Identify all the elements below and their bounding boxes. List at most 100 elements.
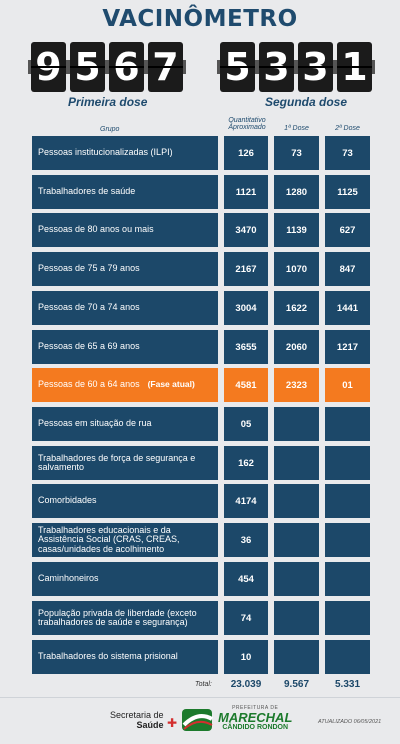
row-group: Pessoas em situação de rua <box>32 407 218 441</box>
row-dose2: 847 <box>325 252 370 286</box>
row-group: Pessoas de 65 a 69 anos <box>32 330 218 364</box>
column-header-dose2: 2ª Dose <box>335 125 360 132</box>
row-dose1: 1280 <box>274 175 319 209</box>
second-dose-counter: 5 3 3 1 <box>217 42 375 92</box>
city-name-line2: CÂNDIDO RONDON <box>222 724 289 731</box>
secretaria-line1: Secretaria de <box>110 710 164 720</box>
row-group: Pessoas de 75 a 79 anos <box>32 252 218 286</box>
row-group-label: Caminhoneiros <box>38 573 99 584</box>
row-group: Pessoas de 70 a 74 anos <box>32 291 218 325</box>
row-group-label: Pessoas de 60 a 64 anos <box>38 379 140 390</box>
row-group-label: Trabalhadores de força de segurança e sa… <box>38 452 196 472</box>
row-quantity: 3004 <box>224 291 268 325</box>
row-dose2 <box>325 562 370 596</box>
row-group-label: Pessoas de 80 anos ou mais <box>38 224 154 235</box>
first-dose-label: Primeira dose <box>68 95 148 109</box>
row-dose1: 1070 <box>274 252 319 286</box>
row-dose1: 2060 <box>274 330 319 364</box>
row-quantity: 126 <box>224 136 268 170</box>
counter-digit: 1 <box>334 42 375 92</box>
prefeitura-label: PREFEITURA DE <box>232 705 279 711</box>
first-dose-counter: 9 5 6 7 <box>28 42 186 92</box>
row-group: Pessoas de 80 anos ou mais <box>32 213 218 247</box>
row-group: Pessoas institucionalizadas (ILPI) <box>32 136 218 170</box>
prefeitura-logo-icon <box>182 709 213 731</box>
row-dose1: 1139 <box>274 213 319 247</box>
row-quantity: 4581 <box>224 368 268 402</box>
row-quantity: 10 <box>224 640 268 674</box>
column-header-dose1: 1ª Dose <box>284 125 309 132</box>
row-group: Trabalhadores educacionais e da Assistên… <box>32 523 218 557</box>
row-group-label: População privada de liberdade (exceto t… <box>38 607 197 627</box>
row-dose1 <box>274 407 319 441</box>
row-group-label: Trabalhadores de saúde <box>38 186 136 197</box>
row-group: Trabalhadores de saúde <box>32 175 218 209</box>
row-group-label: Trabalhadores do sistema prisional <box>38 651 178 662</box>
row-dose1: 1622 <box>274 291 319 325</box>
row-dose2: 1217 <box>325 330 370 364</box>
row-quantity: 162 <box>224 446 268 480</box>
counter-digit: 7 <box>145 42 186 92</box>
row-group-label: Pessoas de 65 a 69 anos <box>38 341 140 352</box>
row-dose2: 73 <box>325 136 370 170</box>
secretaria-saude-label: Secretaria de Saúde <box>110 710 164 730</box>
row-group-label: Pessoas de 70 a 74 anos <box>38 302 140 313</box>
row-group-label: Pessoas de 75 a 79 anos <box>38 263 140 274</box>
row-dose1 <box>274 601 319 635</box>
prefeitura-name: PREFEITURA DE MARECHAL CÂNDIDO RONDON <box>218 705 292 732</box>
city-name-line1: MARECHAL <box>218 710 293 725</box>
row-dose1 <box>274 484 319 518</box>
row-quantity: 4174 <box>224 484 268 518</box>
row-quantity: 74 <box>224 601 268 635</box>
row-group-label: Trabalhadores educacionais e da Assistên… <box>38 524 180 554</box>
row-dose2: 01 <box>325 368 370 402</box>
row-dose1 <box>274 640 319 674</box>
health-cross-icon: ✚ <box>167 716 178 730</box>
row-group: Trabalhadores de força de segurança e sa… <box>32 446 218 480</box>
row-quantity: 2167 <box>224 252 268 286</box>
row-dose2 <box>325 446 370 480</box>
row-dose1 <box>274 562 319 596</box>
column-header-group: Grupo <box>100 126 120 133</box>
row-group: Caminhoneiros <box>32 562 218 596</box>
row-quantity: 3655 <box>224 330 268 364</box>
row-dose1 <box>274 523 319 557</box>
row-quantity: 36 <box>224 523 268 557</box>
row-dose1: 2323 <box>274 368 319 402</box>
row-dose2 <box>325 407 370 441</box>
row-dose2 <box>325 640 370 674</box>
row-quantity: 1121 <box>224 175 268 209</box>
row-quantity: 454 <box>224 562 268 596</box>
row-dose2: 1125 <box>325 175 370 209</box>
total-dose2: 5.331 <box>334 679 361 690</box>
row-dose2: 1441 <box>325 291 370 325</box>
counter-digit: 5 <box>67 42 108 92</box>
row-dose2 <box>325 484 370 518</box>
secretaria-line2: Saúde <box>110 720 164 730</box>
row-group: População privada de liberdade (exceto t… <box>32 601 218 635</box>
footer-divider <box>0 697 400 698</box>
row-group-label: Pessoas em situação de rua <box>38 418 152 429</box>
counter-digit: 9 <box>28 42 69 92</box>
row-quantity: 3470 <box>224 213 268 247</box>
second-dose-label: Segunda dose <box>265 95 348 109</box>
row-dose2 <box>325 601 370 635</box>
column-header-quantity-line2: Aproximado <box>228 124 266 131</box>
row-group: Pessoas de 60 a 64 anos (Fase atual) <box>32 368 218 402</box>
counter-digit: 6 <box>106 42 147 92</box>
secretaria-line2-text: Saúde <box>136 720 164 730</box>
row-dose2: 627 <box>325 213 370 247</box>
row-dose1: 73 <box>274 136 319 170</box>
row-group: Trabalhadores do sistema prisional <box>32 640 218 674</box>
current-phase-badge: (Fase atual) <box>147 379 195 390</box>
counter-digit: 5 <box>217 42 258 92</box>
updated-date: ATUALIZADO 06/05/2021 <box>318 719 382 725</box>
row-dose2 <box>325 523 370 557</box>
row-group-label: Pessoas institucionalizadas (ILPI) <box>38 147 173 158</box>
row-dose1 <box>274 446 319 480</box>
row-quantity: 05 <box>224 407 268 441</box>
total-dose1: 9.567 <box>283 679 310 690</box>
page-title: VACINÔMETRO <box>102 6 298 32</box>
column-header-quantity: Quantitativo Aproximado <box>222 117 272 131</box>
total-label: Total: <box>195 681 212 688</box>
